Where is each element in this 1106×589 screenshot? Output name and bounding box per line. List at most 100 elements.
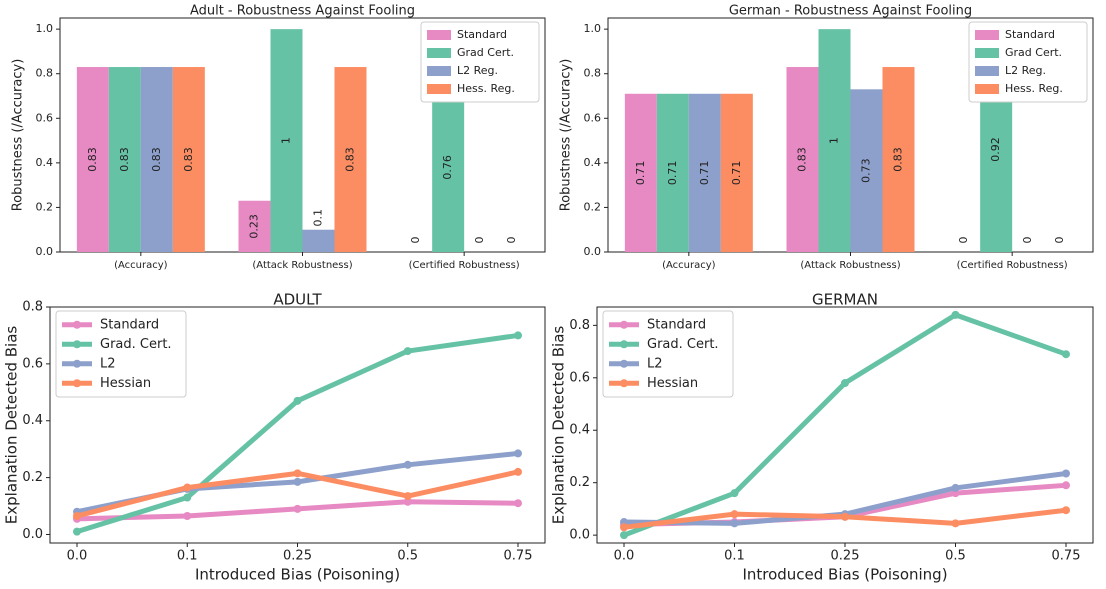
legend-marker (620, 340, 628, 349)
legend-marker (73, 340, 81, 349)
bar-value-label: 0.83 (118, 147, 131, 172)
x-tick-label: 0.0 (67, 549, 88, 564)
point (841, 512, 849, 521)
y-tick-label: 0.6 (36, 111, 54, 124)
bar-value-label: 0 (1053, 237, 1066, 244)
x-tick-label: (Certified Robustness) (409, 260, 520, 271)
x-tick-label: (Certified Robustness) (957, 260, 1068, 271)
y-tick-label: 0.6 (22, 356, 43, 371)
y-tick-label: 0.4 (36, 156, 54, 169)
legend-label: Standard (100, 317, 159, 332)
y-tick-label: 0.2 (569, 475, 590, 490)
legend-label: Grad Cert. (457, 46, 514, 59)
bar-value-label: 0.83 (892, 147, 905, 172)
point (620, 523, 628, 532)
legend-marker (620, 379, 628, 388)
bar (108, 67, 141, 253)
legend-label: Grad. Cert. (647, 337, 719, 352)
point (73, 527, 81, 536)
point (293, 504, 302, 513)
point (730, 519, 739, 528)
legend-label: Grad. Cert. (100, 337, 172, 352)
point (951, 519, 960, 528)
bar (172, 67, 205, 253)
bar-value-label: 1 (280, 137, 293, 144)
point (951, 310, 960, 319)
bar-value-label: 0.71 (730, 161, 743, 186)
x-tick-label: 0.25 (831, 549, 860, 564)
bar-value-label: 0.76 (441, 155, 454, 180)
legend-box (968, 21, 1088, 103)
bar (140, 67, 173, 253)
bar (688, 93, 721, 253)
legend-marker (73, 359, 81, 368)
x-tick-label: 0.25 (283, 549, 312, 564)
bar (270, 29, 303, 253)
y-tick-label: 1.0 (584, 22, 602, 35)
point (514, 331, 522, 340)
x-tick-label: (Accuracy) (662, 260, 716, 271)
bar (720, 93, 753, 253)
bar (334, 67, 367, 253)
point (1062, 469, 1070, 478)
x-axis-label: Introduced Bias (Poisoning) (195, 566, 400, 584)
point (293, 477, 302, 486)
y-tick-label: 0.8 (569, 318, 590, 333)
point (183, 483, 192, 492)
y-tick-label: 0.0 (584, 245, 602, 258)
legend-marker (73, 379, 81, 388)
x-tick-label: 0.75 (504, 549, 533, 564)
bar-value-label: 0.23 (248, 214, 261, 239)
legend-swatch (975, 48, 999, 58)
point (403, 492, 412, 501)
bar-value-label: 0.83 (86, 147, 99, 172)
x-tick-label: (Attack Robustness) (800, 260, 900, 271)
x-axis-label: Introduced Bias (Poisoning) (742, 566, 947, 584)
bar-value-label: 1 (828, 137, 841, 144)
legend-label: L2 (647, 356, 663, 371)
point (403, 347, 412, 356)
point (730, 510, 739, 519)
legend-swatch (975, 30, 999, 40)
bar-value-label: 0 (505, 237, 518, 244)
x-tick-label: 0.1 (724, 549, 745, 564)
y-tick-label: 0.2 (584, 200, 602, 213)
bar-value-label: 0.71 (698, 161, 711, 186)
point (514, 499, 522, 508)
legend-swatch (975, 66, 999, 76)
y-tick-label: 0.0 (36, 245, 54, 258)
x-tick-label: 0.75 (1052, 549, 1081, 564)
y-tick-label: 0.8 (22, 300, 43, 315)
legend-swatch (427, 66, 451, 76)
chart: German - Robustness Against Fooling 0.0 0.… (559, 4, 1094, 271)
legend-label: Standard (1005, 28, 1055, 41)
legend-box (55, 310, 187, 398)
y-tick-label: 1.0 (36, 22, 54, 35)
x-tick-label: 0.1 (177, 549, 198, 564)
point (183, 511, 192, 520)
point (730, 489, 739, 498)
bar (238, 200, 271, 252)
legend-label: Hessian (647, 376, 698, 391)
x-tick-label: (Attack Robustness) (252, 260, 352, 271)
y-axis-label: Robustness (/Accuracy) (559, 59, 574, 212)
legend-label: L2 Reg. (457, 64, 498, 77)
chart-title: German - Robustness Against Fooling (729, 4, 972, 19)
y-tick-label: 0.4 (22, 413, 43, 428)
point (620, 531, 628, 540)
bar-value-label: 0.1 (312, 209, 325, 227)
bar (850, 89, 883, 252)
legend-box (602, 310, 734, 398)
point (403, 497, 412, 506)
bar-value-label: 0.83 (182, 147, 195, 172)
bar (432, 82, 465, 252)
bar-value-label: 0.73 (860, 158, 873, 183)
x-tick-label: 0.5 (397, 549, 418, 564)
y-tick-label: 0.8 (36, 67, 54, 80)
point (841, 379, 849, 388)
legend-box (420, 21, 540, 103)
bar-value-label: 0.83 (796, 147, 809, 172)
y-tick-label: 0.4 (569, 423, 590, 438)
